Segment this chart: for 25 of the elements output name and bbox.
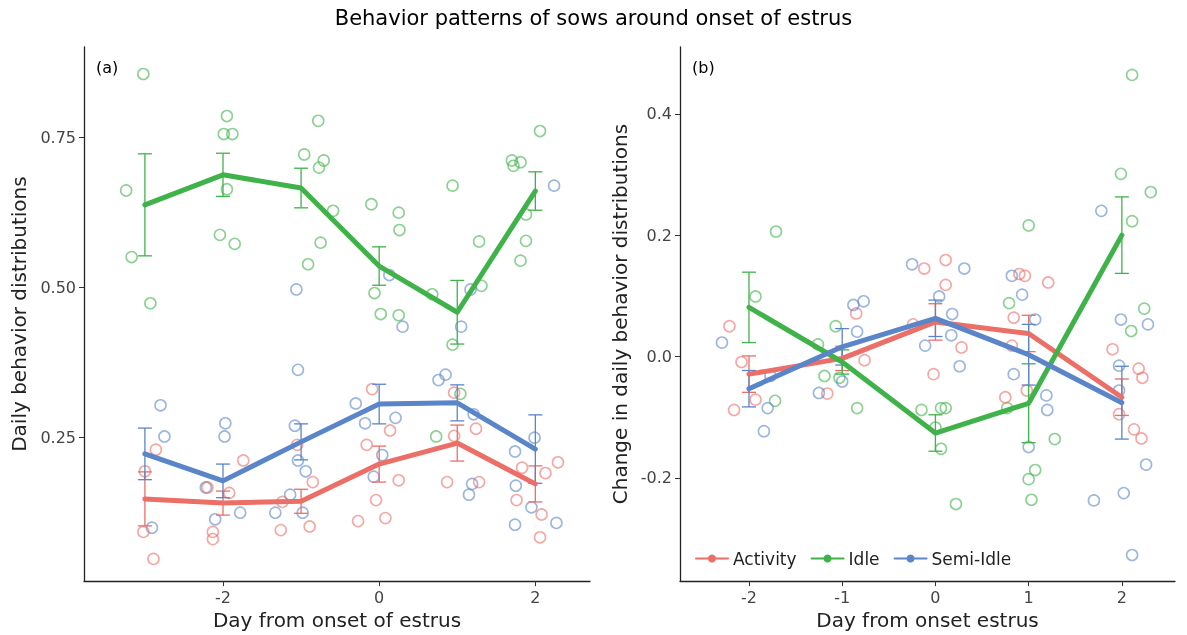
- x-tick-label: 1: [1023, 587, 1034, 607]
- legend-label: Semi-Idle: [931, 548, 1012, 569]
- y-tick-label: 0.75: [40, 127, 76, 147]
- x-tick-label: 0: [374, 587, 385, 607]
- x-tick-label: 0: [930, 587, 941, 607]
- x-tick-label: 2: [530, 587, 541, 607]
- y-axis-title: Change in daily behavior distributions: [607, 123, 632, 505]
- y-tick-label: 0.0: [646, 347, 672, 367]
- x-tick-label: -2: [741, 587, 757, 607]
- y-tick-label: 0.50: [40, 277, 76, 297]
- annotation: (b): [692, 57, 715, 77]
- x-tick-label: -1: [834, 587, 851, 607]
- y-tick-label: 0.25: [40, 427, 76, 447]
- legend-label: Idle: [848, 548, 880, 569]
- y-tick-label: 0.2: [646, 225, 672, 245]
- x-axis-title: Day from onset of estrus: [212, 608, 462, 632]
- x-axis-title: Day from onset estrus: [816, 608, 1039, 632]
- legend-label: Activity: [733, 548, 797, 569]
- x-tick-label: -2: [215, 587, 231, 607]
- y-tick-label: 0.4: [646, 104, 672, 124]
- annotation: (a): [96, 57, 119, 77]
- y-axis-title: Daily behavior distributions: [7, 176, 32, 452]
- chart-title: Behavior patterns of sows around onset of estrus: [333, 6, 854, 30]
- y-tick-label: -0.2: [640, 468, 672, 488]
- x-tick-label: 2: [1116, 587, 1127, 607]
